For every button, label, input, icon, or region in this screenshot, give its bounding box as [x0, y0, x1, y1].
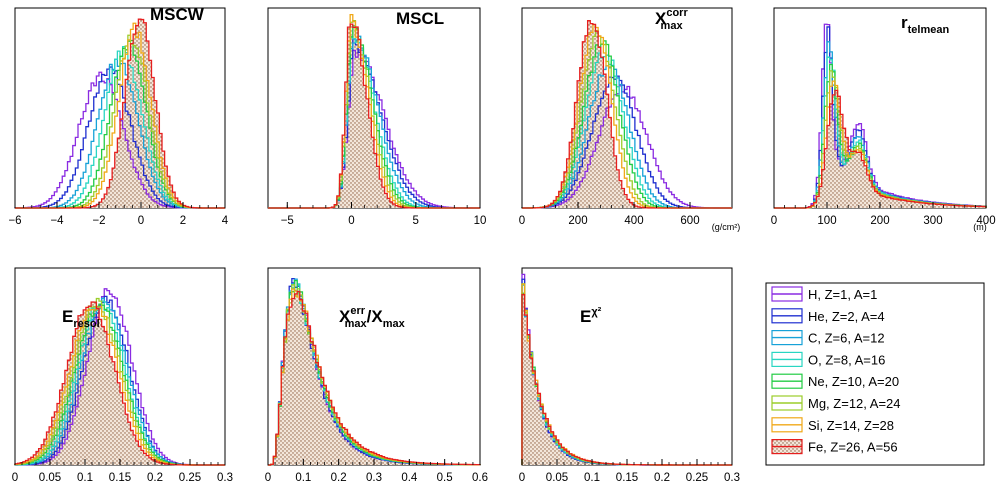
- legend-label: Si, Z=14, Z=28: [808, 418, 894, 433]
- hist-fill-7: [774, 90, 986, 208]
- legend: H, Z=1, A=1 He, Z=2, A=4 C, Z=6, A=12 O, Z=…: [765, 282, 985, 466]
- x-tick-label: 300: [923, 215, 942, 227]
- legend-label: Fe, Z=26, A=56: [808, 440, 898, 455]
- x-tick-label: 0.6: [472, 472, 488, 484]
- x-tick-label: −4: [50, 215, 64, 227]
- legend-item: Mg, Z=12, A=24: [771, 395, 901, 411]
- x-unit-label: (g/cm²): [712, 222, 741, 232]
- x-tick-label: 0.1: [295, 472, 311, 484]
- hist-line-7: [522, 20, 732, 209]
- hist-line-7: [521, 293, 732, 466]
- panel-title: Xcorr max: [655, 7, 688, 32]
- x-tick-label: 0.25: [179, 472, 201, 484]
- plot-frame: [521, 267, 733, 466]
- x-tick-label: −5: [281, 215, 294, 227]
- x-tick-label: 0.15: [616, 472, 638, 484]
- legend-label: Mg, Z=12, A=24: [808, 396, 901, 411]
- legend-label: Ne, Z=10, A=20: [808, 374, 899, 389]
- legend-item: Ne, Z=10, A=20: [771, 373, 899, 389]
- panel-xmax-corr: 0 200 400 600 (g/cm²) Xcorr max: [519, 7, 740, 232]
- hist-line-0: [521, 85, 732, 209]
- x-tick-label: 0: [348, 215, 354, 227]
- x-tick-label: 0.05: [546, 472, 568, 484]
- x-tick-label: 0.2: [147, 472, 163, 484]
- x-tick-label: 0: [265, 472, 271, 484]
- hist-line-7: [14, 301, 225, 466]
- x-tick-label: 5: [413, 215, 419, 227]
- x-tick-label: −2: [92, 215, 105, 227]
- x-tick-label: 0.1: [584, 472, 600, 484]
- legend-item: Si, Z=14, Z=28: [771, 417, 894, 433]
- hist-line-7: [268, 291, 481, 466]
- x-tick-label: 0: [771, 215, 777, 227]
- x-tick-label: 10: [474, 215, 487, 227]
- legend-item: C, Z=6, A=12: [771, 330, 885, 346]
- panel-rtelmean: 0 100 200 300 400(m) rtelmean: [771, 7, 996, 232]
- x-tick-label: 400: [976, 215, 995, 227]
- x-tick-label: 0.3: [724, 472, 740, 484]
- hist-fill-7: [268, 24, 480, 209]
- x-tick-label: 0.5: [437, 472, 453, 484]
- legend-label: O, Z=8, A=16: [808, 352, 885, 367]
- x-tick-label: 0.25: [686, 472, 708, 484]
- panel-echi2: 0 0.05 0.1 0.15 0.2 0.25 0.3 Eχ²: [519, 267, 740, 484]
- panel-xmax-err-ratio: 0 0.1 0.2 0.3 0.4 0.5 0.6 Xerr max/Xmax: [265, 267, 488, 484]
- panel-title: Eχ²: [580, 306, 602, 326]
- legend-item: H, Z=1, A=1: [771, 286, 877, 302]
- panel-mscl: −5 0 5 10 MSCL: [267, 7, 487, 227]
- x-tick-label: 2: [180, 215, 186, 227]
- panel-title: MSCW: [150, 5, 205, 24]
- x-tick-label: −6: [8, 215, 21, 227]
- hist-fill-7: [15, 19, 225, 208]
- x-tick-label: 0.4: [401, 472, 418, 484]
- panel-title: rtelmean: [901, 13, 949, 36]
- x-tick-label: 0.2: [654, 472, 670, 484]
- x-tick-label: 0.1: [77, 472, 93, 484]
- x-tick-label: 0: [519, 472, 525, 484]
- panel-title: Xerr max/Xmax: [339, 305, 406, 330]
- legend-item: Fe, Z=26, A=56: [771, 439, 898, 455]
- plot-frame: [773, 7, 987, 209]
- hist-fill-7: [522, 294, 732, 465]
- x-tick-label: 600: [680, 215, 699, 227]
- panel-mscw: −6 −4 −2 0 2 4 MSCW: [8, 5, 228, 227]
- x-tick-label: 0.2: [331, 472, 347, 484]
- x-tick-label: 400: [624, 215, 643, 227]
- hist-fill-7: [268, 291, 480, 465]
- legend-item: O, Z=8, A=16: [771, 351, 885, 367]
- x-tick-label: 200: [568, 215, 587, 227]
- panel-eresol: 0 0.05 0.1 0.15 0.2 0.25 0.3 Eresol: [12, 267, 233, 484]
- x-tick-label: 0: [12, 472, 18, 484]
- x-tick-label: 0: [519, 215, 525, 227]
- legend-label: C, Z=6, A=12: [808, 331, 885, 346]
- hist-line-7: [15, 18, 225, 209]
- panel-title: MSCL: [396, 9, 444, 28]
- x-unit-label: (m): [973, 222, 987, 232]
- x-tick-label: 0.3: [217, 472, 233, 484]
- legend-label: H, Z=1, A=1: [808, 287, 877, 302]
- x-tick-label: 200: [870, 215, 889, 227]
- x-tick-label: 0.05: [39, 472, 61, 484]
- x-tick-label: 0.3: [366, 472, 382, 484]
- panel-title: Eresol: [62, 307, 100, 330]
- x-tick-label: 4: [222, 215, 229, 227]
- legend-label: He, Z=2, A=4: [808, 309, 885, 324]
- legend-item: He, Z=2, A=4: [771, 308, 885, 324]
- x-tick-label: 100: [817, 215, 836, 227]
- x-tick-label: 0: [138, 215, 144, 227]
- x-tick-label: 0.15: [109, 472, 131, 484]
